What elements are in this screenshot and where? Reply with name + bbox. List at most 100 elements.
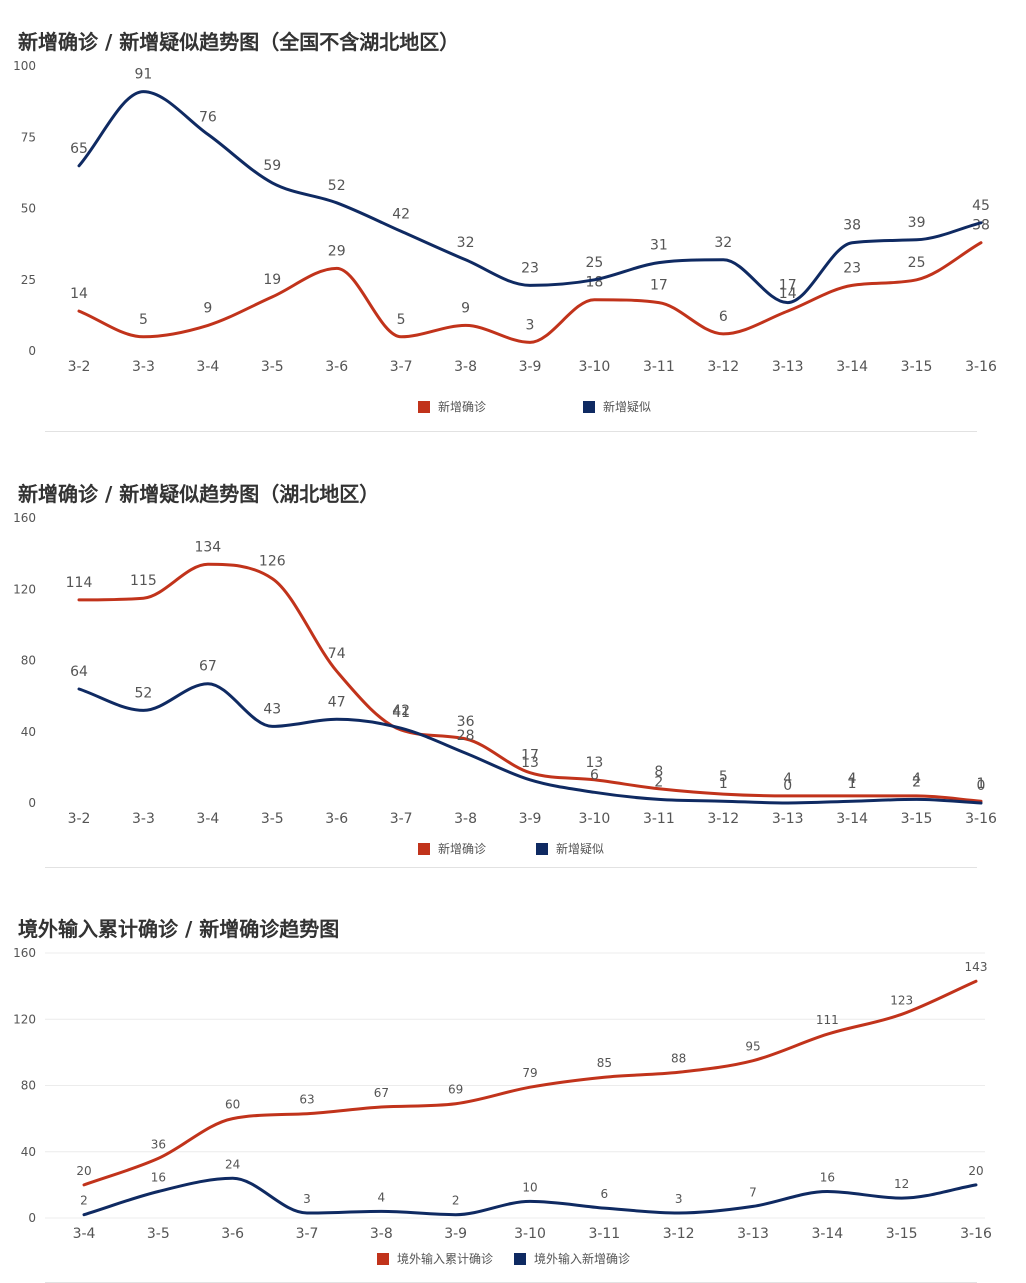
- chart1-series-2-label-14: 45: [972, 198, 990, 214]
- chart2-legend-confirmed[interactable]: 新增确诊: [418, 840, 486, 857]
- chart2-x-tick-14: 3-16: [965, 811, 997, 827]
- chart1-series-1-label-11: 14: [779, 286, 797, 302]
- chart2-series-1-label-12: 4: [848, 771, 857, 787]
- chart3-x-tick-8: 3-12: [663, 1226, 695, 1242]
- chart1-y-tick-2: 50: [21, 202, 36, 216]
- chart3-series-2-label-10: 16: [820, 1171, 835, 1185]
- chart1-series-2-label-9: 31: [650, 238, 668, 254]
- chart2-series-2-label-6: 28: [457, 728, 475, 744]
- chart2-x-tick-12: 3-14: [836, 811, 868, 827]
- chart3-x-tick-11: 3-15: [886, 1226, 918, 1242]
- chart2-title: 新增确诊 / 新增疑似趋势图（湖北地区）: [18, 482, 380, 506]
- chart3-x-tick-10: 3-14: [811, 1226, 843, 1242]
- chart3-y-tick-4: 160: [13, 946, 36, 960]
- chart1-x-tick-9: 3-11: [643, 359, 675, 375]
- chart2-series-2-label-3: 43: [263, 701, 281, 717]
- chart2-legend-suspected[interactable]: 新增疑似: [536, 840, 604, 857]
- chart2-legend-suspected-label: 新增疑似: [556, 842, 605, 856]
- chart1-x-tick-8: 3-10: [579, 359, 611, 375]
- chart1-x-tick-5: 3-7: [390, 359, 413, 375]
- chart1-x-tick-12: 3-14: [836, 359, 868, 375]
- chart3-series-2-label-8: 3: [675, 1192, 683, 1206]
- chart1-x-tick-0: 3-2: [68, 359, 91, 375]
- chart2-series-1-label-5: 41: [392, 705, 410, 721]
- chart2-series-1-label-0: 114: [66, 575, 93, 591]
- chart1-series-1-label-2: 9: [203, 300, 212, 316]
- chart1-x-tick-1: 3-3: [132, 359, 155, 375]
- chart1-series-2-line: [77, 90, 983, 305]
- chart2-series-1-line: [77, 562, 983, 803]
- chart3-legend-cumulative-label: 境外输入累计确诊: [397, 1252, 494, 1266]
- chart3-series-1-label-6: 79: [522, 1066, 537, 1080]
- chart3-series-2-label-7: 6: [601, 1187, 609, 1201]
- chart2-series-2-label-2: 67: [199, 659, 217, 675]
- chart1-series-2-label-8: 25: [586, 255, 604, 271]
- chart2-y-tick-3: 120: [13, 582, 36, 596]
- chart3-series-2-line: [82, 1176, 978, 1217]
- chart3-x-tick-0: 3-4: [73, 1226, 96, 1242]
- chart1-legend-suspected-swatch: [583, 400, 595, 413]
- chart2-series-1-label-11: 4: [783, 771, 792, 787]
- chart2-series-2-label-1: 52: [135, 685, 153, 701]
- chart2-legend: 新增确诊 新增疑似: [0, 840, 1026, 858]
- chart3-series-1-label-2: 60: [225, 1098, 240, 1112]
- chart3-legend-new-label: 境外输入新增确诊: [534, 1252, 631, 1266]
- chart3-x-tick-6: 3-10: [514, 1226, 546, 1242]
- chart2-x-tick-3: 3-5: [261, 811, 284, 827]
- chart1-legend-suspected[interactable]: 新增疑似: [583, 398, 651, 415]
- chart2-x-tick-5: 3-7: [390, 811, 413, 827]
- chart2-y-tick-2: 80: [21, 654, 36, 668]
- chart3-legend-new[interactable]: 境外输入新增确诊: [514, 1250, 630, 1267]
- chart3-legend-cumulative[interactable]: 境外输入累计确诊: [377, 1250, 493, 1267]
- chart1-series-1-label-9: 17: [650, 278, 668, 294]
- chart2-x-tick-6: 3-8: [454, 811, 477, 827]
- chart1-title: 新增确诊 / 新增疑似趋势图（全国不含湖北地区）: [18, 30, 460, 54]
- chart3-series-1-label-8: 88: [671, 1051, 686, 1065]
- chart2-series-1-label-13: 4: [912, 771, 921, 787]
- chart1-series-2-label-7: 23: [521, 260, 539, 276]
- chart3-series-2-label-2: 24: [225, 1157, 240, 1171]
- chart3-legend: 境外输入累计确诊 境外输入新增确诊: [0, 1250, 1026, 1268]
- chart1-series-2-label-11: 17: [779, 278, 797, 294]
- chart1-x-tick-10: 3-12: [707, 359, 739, 375]
- chart2-series-2-label-4: 47: [328, 694, 346, 710]
- chart2-series-1-label-3: 126: [259, 554, 286, 570]
- chart2-legend-confirmed-label: 新增确诊: [438, 842, 487, 856]
- chart2-series-1-label-14: 1: [977, 776, 986, 792]
- chart2-x-tick-11: 3-13: [772, 811, 804, 827]
- chart3-series-2-label-6: 10: [522, 1180, 537, 1194]
- chart2-series-2-label-12: 1: [848, 776, 857, 792]
- chart3-series-2-label-0: 2: [80, 1194, 88, 1208]
- chart3-series-2-label-1: 16: [151, 1171, 166, 1185]
- chart1-x-tick-11: 3-13: [772, 359, 804, 375]
- chart2-y-tick-0: 0: [28, 796, 36, 810]
- chart1-series-2-label-2: 76: [199, 109, 217, 125]
- chart2-x-tick-9: 3-11: [643, 811, 675, 827]
- chart3-x-tick-5: 3-9: [444, 1226, 467, 1242]
- chart3-series-2-label-9: 7: [749, 1185, 757, 1199]
- chart1-y-tick-1: 25: [21, 273, 36, 287]
- chart2-x-tick-1: 3-3: [132, 811, 155, 827]
- chart3-x-tick-9: 3-13: [737, 1226, 769, 1242]
- chart1-y-tick-3: 75: [21, 130, 36, 144]
- chart1-series-1-label-4: 29: [328, 243, 346, 259]
- chart2-x-tick-2: 3-4: [196, 811, 219, 827]
- chart2-series-2-line: [77, 682, 983, 805]
- chart1-series-1-label-5: 5: [397, 312, 406, 328]
- chart3-series-1-label-10: 111: [816, 1013, 839, 1027]
- chart1-series-2-label-12: 38: [843, 218, 861, 234]
- chart1-series-1-label-14: 38: [972, 218, 990, 234]
- chart2-series-2-label-10: 1: [719, 776, 728, 792]
- chart1-series-2-label-1: 91: [135, 67, 153, 83]
- chart2-x-tick-7: 3-9: [519, 811, 542, 827]
- chart3-title: 境外输入累计确诊 / 新增确诊趋势图: [18, 917, 340, 941]
- chart1-divider: [45, 431, 977, 432]
- chart3-x-tick-3: 3-7: [296, 1226, 319, 1242]
- chart2-x-tick-0: 3-2: [68, 811, 91, 827]
- chart1-legend-confirmed[interactable]: 新增确诊: [418, 398, 486, 415]
- chart3-x-tick-12: 3-16: [960, 1226, 992, 1242]
- chart3-series-1-label-3: 63: [299, 1093, 314, 1107]
- chart2-series-2-label-14: 0: [977, 778, 986, 794]
